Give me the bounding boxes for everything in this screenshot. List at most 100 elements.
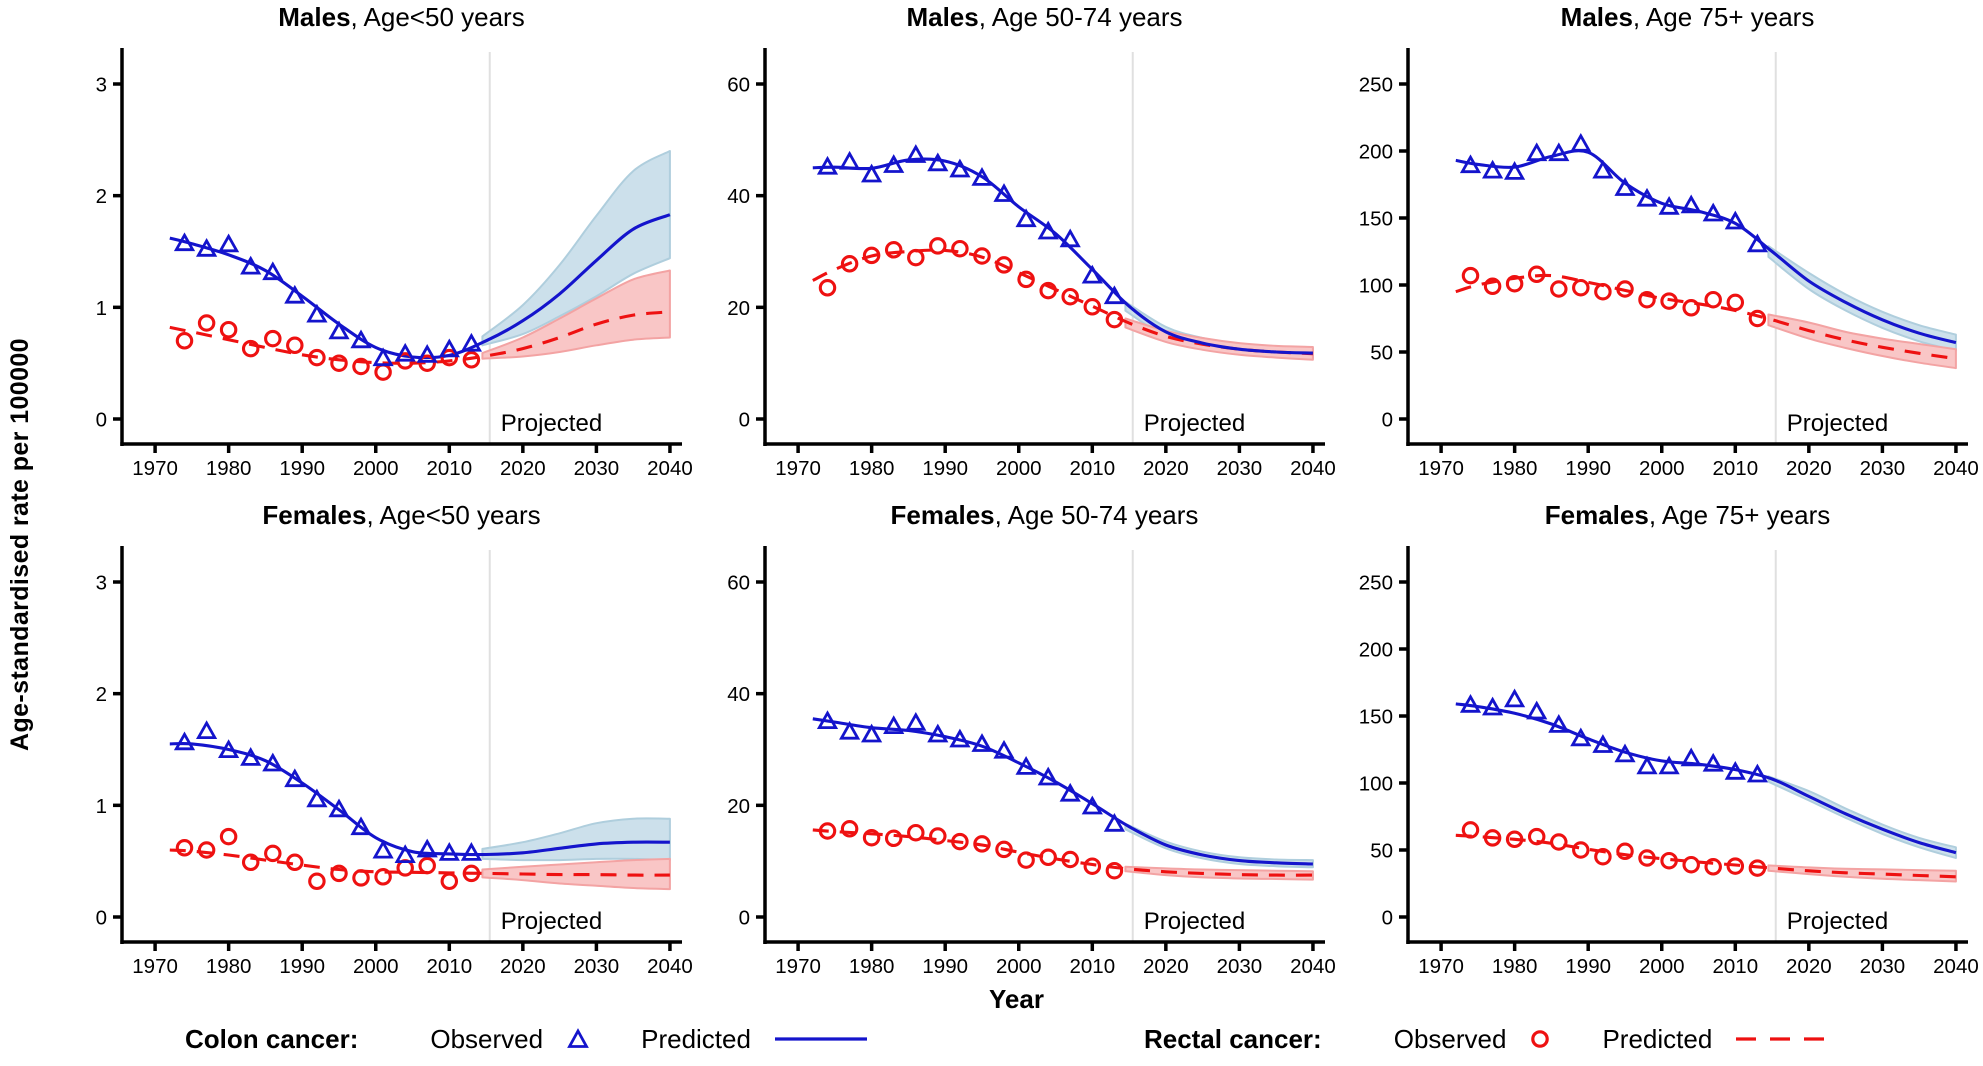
- rectal-observed-marker: [1105, 310, 1124, 329]
- projected-label: Projected: [1787, 908, 1888, 935]
- rectal-observed-marker: [241, 853, 260, 872]
- panel-title: Females, Age 75+ years: [1338, 500, 1981, 532]
- x-tick-label: 2030: [1217, 955, 1263, 978]
- rectal-observed-marker: [1726, 293, 1745, 312]
- x-tick-label: 2030: [574, 457, 620, 480]
- colon-observed-marker: [262, 752, 284, 772]
- panel-title-rest: , Age<50 years: [350, 2, 525, 32]
- y-tick-label: 50: [1370, 840, 1393, 863]
- panel-females-75plus: Females, Age 75+ years 0 50 100 150 200 250 19…: [1338, 484, 1981, 982]
- x-tick-label: 2030: [1217, 457, 1263, 480]
- colon-observed-marker: [1037, 220, 1059, 240]
- panel-title-rest: , Age 50-74 years: [994, 500, 1199, 530]
- y-tick-label: 150: [1359, 706, 1393, 729]
- colon-observed-marker: [1548, 714, 1570, 733]
- rectal-observed-marker: [1461, 266, 1480, 285]
- y-tick-label: 50: [1370, 342, 1393, 365]
- rectal-observed-marker: [1550, 280, 1568, 298]
- colon-observed-marker: [1015, 208, 1037, 228]
- rectal-observed-marker: [862, 828, 881, 847]
- x-tick-label: 2010: [1069, 955, 1115, 978]
- x-tick-label: 1980: [1492, 955, 1538, 978]
- legend-colon-title: Colon cancer:: [185, 1023, 359, 1054]
- x-tick-label: 2020: [500, 955, 546, 978]
- rectal-observed-marker: [241, 339, 260, 358]
- y-tick-label: 0: [1382, 907, 1393, 930]
- colon-observed-marker: [1103, 285, 1126, 305]
- rectal-predicted-line-icon: [1734, 1034, 1838, 1044]
- colon-observed-marker: [816, 155, 839, 175]
- x-tick-label: 2000: [996, 457, 1042, 480]
- colon-observed-marker: [1526, 142, 1548, 162]
- panel-males-50-74: Males, Age 50-74 years 0 20 40 60 1970 1980 19…: [695, 0, 1338, 484]
- colon-observed-marker: [949, 158, 971, 178]
- colon-observed-marker: [1636, 755, 1658, 775]
- x-tick-label: 1970: [132, 457, 178, 480]
- y-tick-label: 3: [96, 572, 107, 595]
- panel-females-50-74: Females, Age 50-74 years 0 20 40 60 1970 1980…: [695, 484, 1338, 982]
- colon-observed-marker: [838, 720, 861, 740]
- rectal-observed-marker: [1726, 857, 1745, 875]
- colon-observed-marker: [905, 144, 927, 163]
- colon-observed-marker: [1059, 228, 1081, 248]
- panel-males-75plus: Males, Age 75+ years 0 50 100 150 200 250 1970…: [1338, 0, 1981, 484]
- rectal-observed-marker: [1616, 280, 1634, 298]
- colon-observed-marker: [1614, 177, 1636, 196]
- colon-observed-marker: [262, 261, 284, 281]
- y-tick-label: 3: [96, 74, 107, 97]
- x-tick-label: 2020: [1143, 457, 1189, 480]
- rectal-observed-marker: [995, 840, 1013, 859]
- x-tick-label: 1990: [279, 457, 325, 480]
- colon-observed-marker: [173, 731, 196, 751]
- y-tick-label: 250: [1359, 74, 1393, 97]
- legend-colon-predicted-label: Predicted: [641, 1023, 751, 1054]
- y-tick-label: 0: [96, 907, 107, 930]
- rectal-observed-marker: [1594, 847, 1612, 866]
- rectal-observed-marker: [1748, 859, 1767, 877]
- colon-observed-marker: [1680, 194, 1702, 214]
- legend-rectal-observed-label: Observed: [1393, 1023, 1507, 1054]
- rectal-observed-marker: [1682, 855, 1700, 874]
- rectal-observed-marker: [951, 832, 969, 851]
- rectal-observed-marker: [1061, 850, 1079, 869]
- rectal-observed-marker: [995, 256, 1013, 274]
- projected-label: Projected: [501, 908, 602, 935]
- colon-observed-marker: [1103, 812, 1126, 832]
- rectal-observed-marker: [440, 872, 459, 891]
- x-tick-label: 2030: [574, 955, 620, 978]
- colon-predicted-line: [169, 741, 670, 857]
- rectal-observed-marker: [1017, 851, 1035, 869]
- rectal-observed-marker: [352, 869, 370, 887]
- projected-label: Projected: [1787, 410, 1888, 437]
- x-tick-label: 1990: [922, 457, 968, 480]
- colon-observed-marker: [883, 715, 905, 734]
- rectal-observed-marker: [1105, 861, 1124, 880]
- rectal-observed-marker: [1039, 848, 1057, 867]
- x-tick-label: 1980: [1492, 457, 1538, 480]
- x-tick-label: 2010: [1712, 955, 1758, 978]
- colon-confidence-band: [1124, 822, 1314, 869]
- colon-observed-marker: [1680, 747, 1702, 767]
- colon-observed-marker: [416, 344, 438, 363]
- colon-observed-marker: [173, 232, 196, 252]
- rectal-observed-marker: [1483, 829, 1502, 847]
- x-tick-label: 1970: [1418, 457, 1464, 480]
- colon-observed-marker: [993, 183, 1015, 202]
- rectal-observed-marker: [1527, 827, 1546, 846]
- panel-females-under50: Females, Age<50 years 0 1 2 3 1970 1980 1990 20…: [52, 484, 695, 982]
- colon-observed-marker: [1059, 782, 1081, 802]
- colon-observed-marker: [328, 320, 350, 340]
- colon-observed-marker: [284, 284, 306, 304]
- x-tick-label: 2040: [1933, 457, 1979, 480]
- rectal-observed-marker: [418, 856, 436, 875]
- colon-observed-marker: [1459, 693, 1482, 713]
- y-tick-label: 2: [96, 185, 107, 208]
- y-tick-label: 1: [96, 297, 107, 320]
- rectal-observed-marker: [1594, 282, 1612, 301]
- rectal-observed-marker: [884, 241, 903, 259]
- rectal-observed-marker: [1083, 857, 1102, 875]
- x-tick-label: 2030: [1860, 955, 1906, 978]
- y-axis-label: Age-standardised rate per 100000: [6, 338, 34, 752]
- rectal-observed-marker: [907, 248, 925, 267]
- y-tick-label: 20: [727, 297, 750, 320]
